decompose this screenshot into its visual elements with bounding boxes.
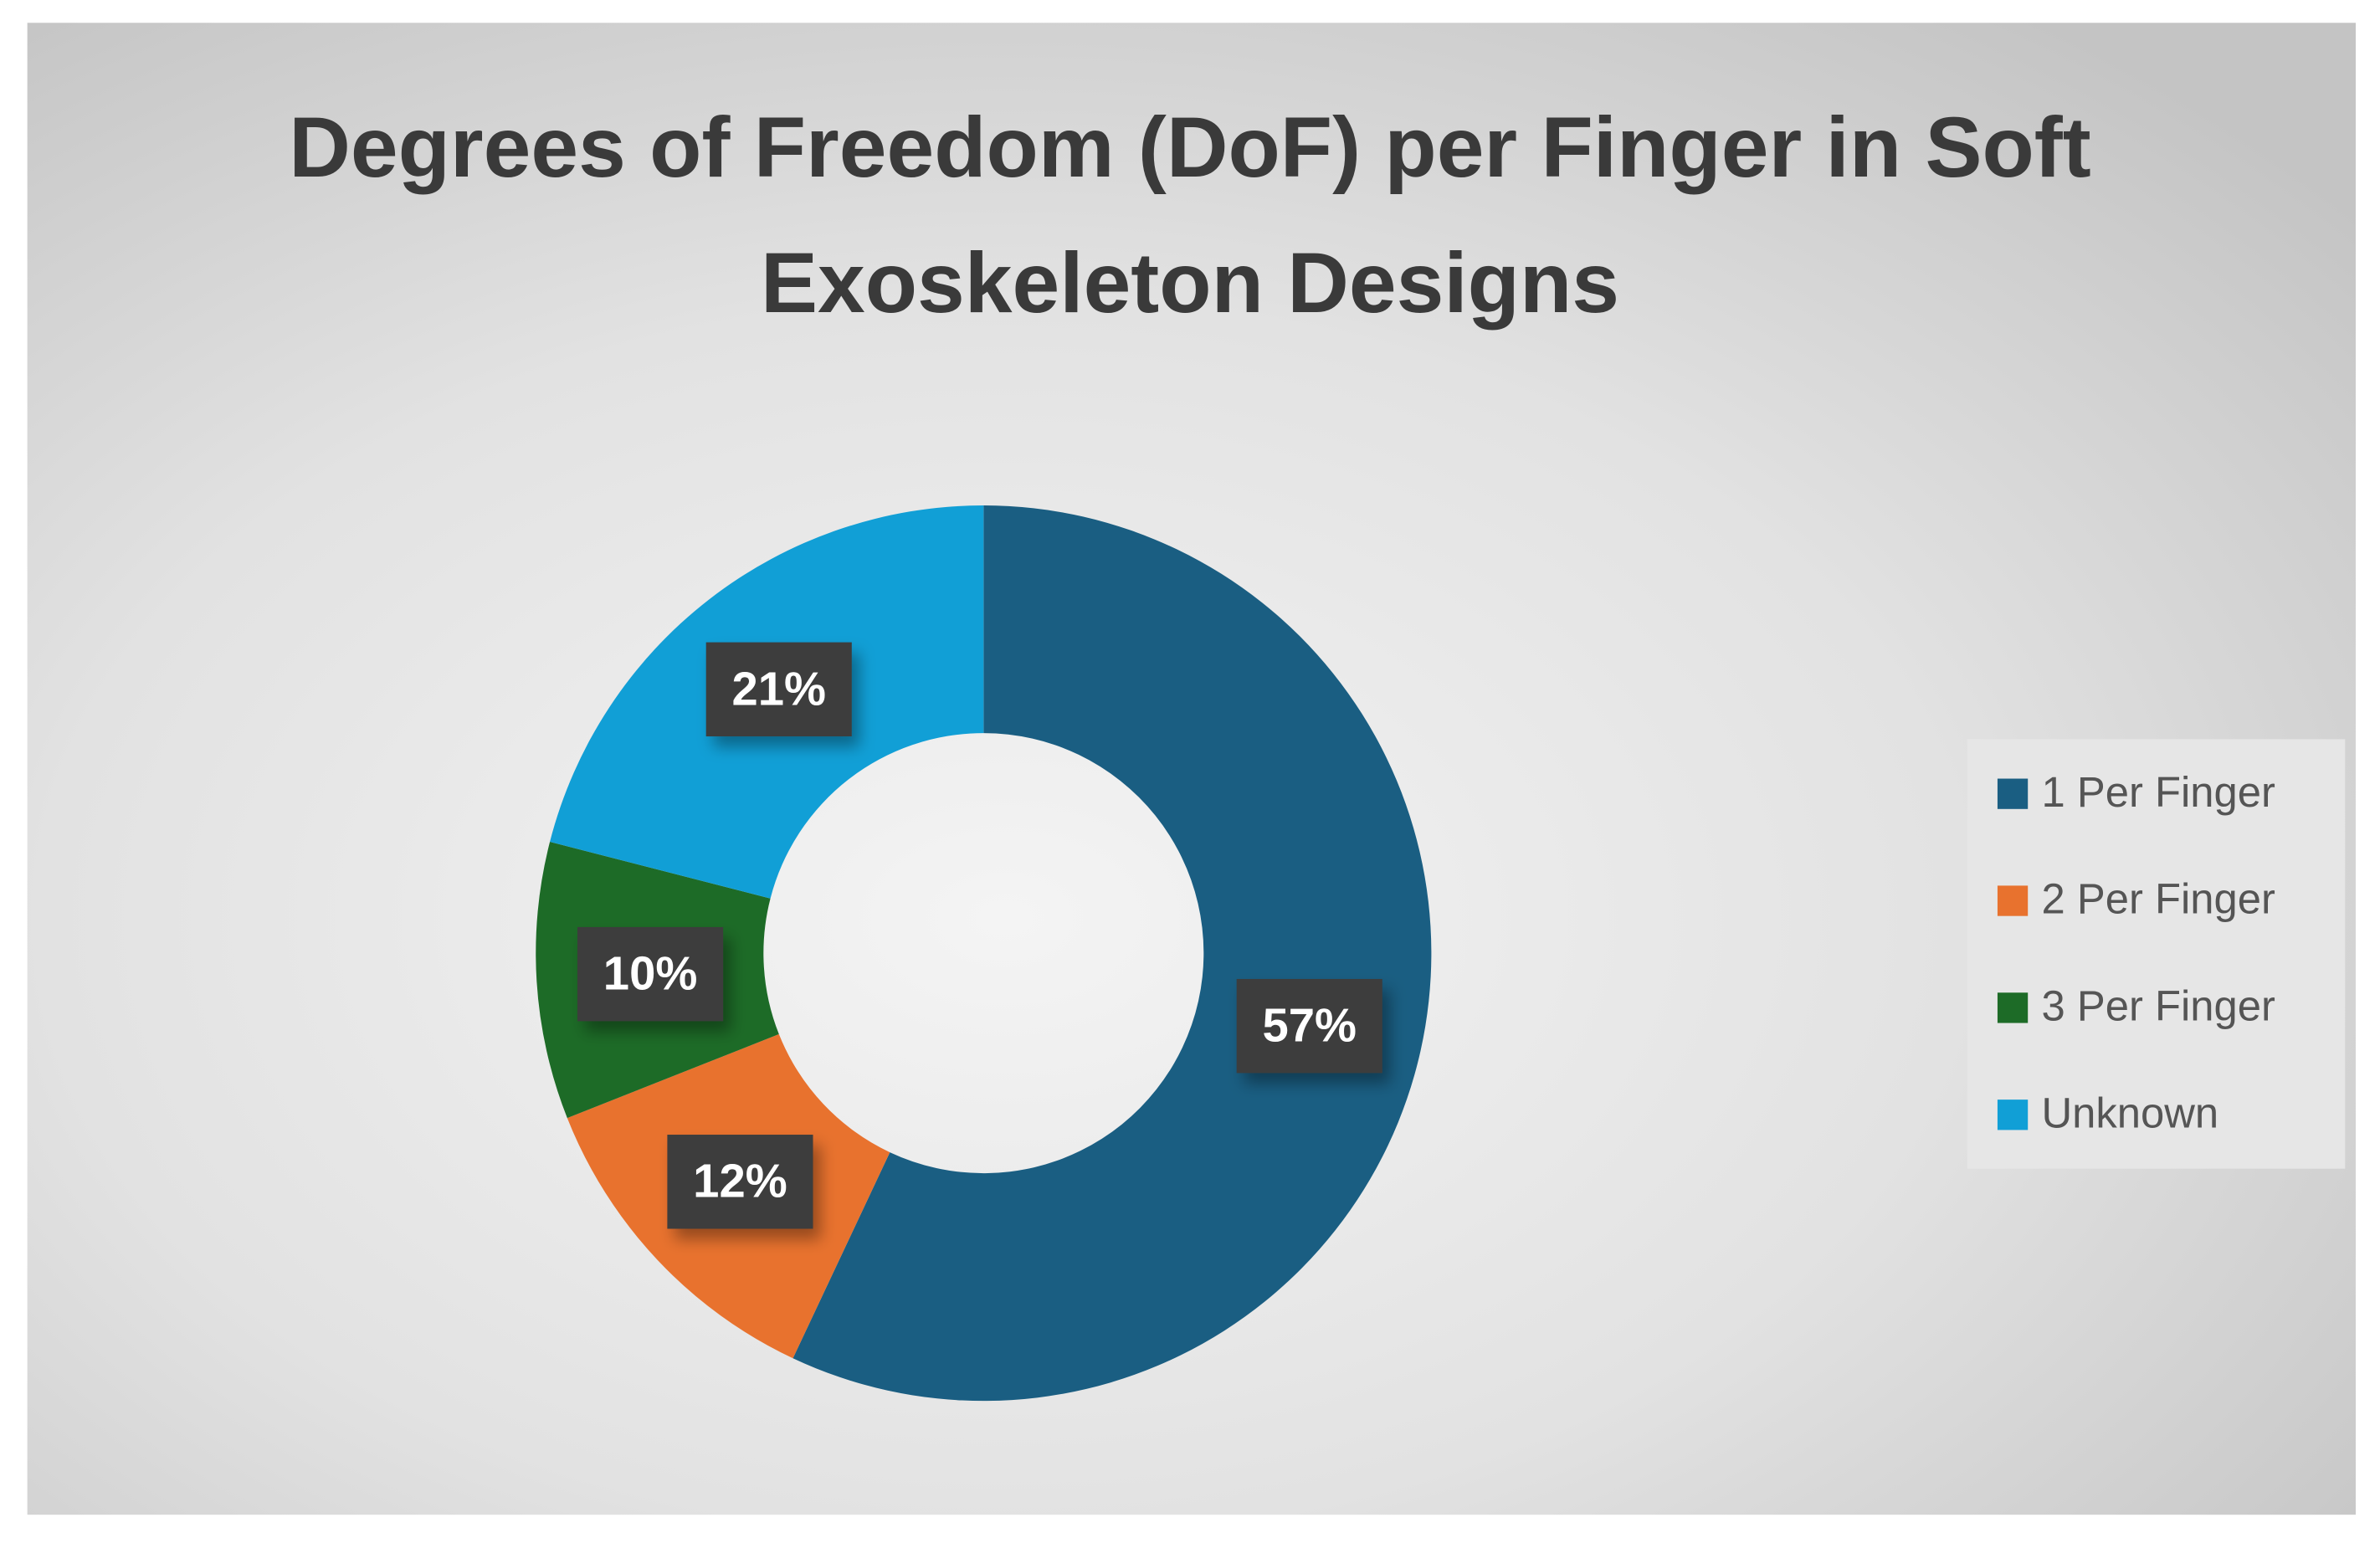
legend-swatch	[1997, 992, 2029, 1023]
legend-label: 1 Per Finger	[2042, 768, 2275, 816]
legend-label: 2 Per Finger	[2042, 875, 2275, 923]
data-label: 10%	[603, 947, 698, 1000]
legend-swatch	[1997, 885, 2029, 916]
data-label-box	[705, 642, 852, 737]
legend-swatch	[1997, 1100, 2029, 1130]
data-label-box	[1236, 978, 1382, 1074]
data-label-box	[667, 1135, 813, 1229]
chart-title: Degrees of Freedom (DoF) per Finger in S…	[289, 100, 2091, 331]
data-label: 12%	[693, 1155, 787, 1207]
legend-label: Unknown	[2042, 1089, 2219, 1136]
data-label: 57%	[1262, 999, 1357, 1052]
donut-slice	[792, 505, 1432, 1402]
legend-box	[1967, 739, 2346, 1169]
data-label-box	[577, 926, 724, 1022]
legend-label: 3 Per Finger	[2042, 982, 2275, 1030]
legend-swatch	[1997, 778, 2029, 809]
data-label: 21%	[731, 662, 826, 715]
